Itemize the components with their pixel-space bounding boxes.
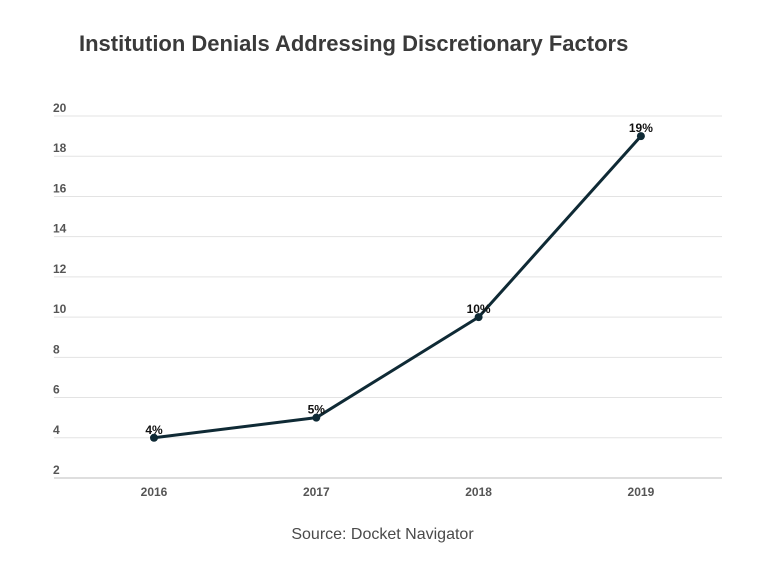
y-tick-label: 14 bbox=[53, 222, 67, 236]
data-label: 19% bbox=[629, 121, 653, 135]
x-tick-label: 2016 bbox=[141, 485, 168, 499]
data-label: 5% bbox=[308, 403, 326, 417]
chart-source: Source: Docket Navigator bbox=[291, 526, 474, 543]
y-tick-label: 4 bbox=[53, 423, 60, 437]
y-tick-label: 20 bbox=[53, 101, 67, 115]
series-lines bbox=[152, 134, 643, 440]
series-line bbox=[152, 134, 643, 440]
x-tick-label: 2017 bbox=[303, 485, 330, 499]
data-point bbox=[312, 413, 321, 422]
y-tick-label: 18 bbox=[53, 141, 67, 155]
data-point bbox=[150, 433, 158, 442]
y-tick-label: 16 bbox=[53, 181, 67, 195]
chart-title: Institution Denials Addressing Discretio… bbox=[79, 31, 629, 56]
gridlines bbox=[54, 115, 722, 479]
data-labels: 4% 5% 10% 19% bbox=[145, 121, 653, 437]
y-tick-label: 10 bbox=[53, 302, 67, 316]
x-axis-ticks: 2016 2017 2018 2019 bbox=[141, 485, 655, 499]
y-tick-label: 12 bbox=[53, 262, 67, 276]
data-points bbox=[150, 132, 645, 442]
y-tick-label: 2 bbox=[53, 463, 60, 477]
data-label: 10% bbox=[467, 302, 491, 316]
y-axis-ticks: 2 4 6 8 10 12 14 16 18 20 bbox=[53, 101, 67, 477]
data-point bbox=[636, 132, 645, 141]
data-point bbox=[474, 313, 483, 322]
x-tick-label: 2018 bbox=[465, 485, 492, 499]
x-tick-label: 2019 bbox=[628, 485, 655, 499]
y-tick-label: 8 bbox=[53, 342, 60, 356]
data-label: 4% bbox=[145, 423, 163, 437]
y-tick-label: 6 bbox=[53, 383, 60, 397]
